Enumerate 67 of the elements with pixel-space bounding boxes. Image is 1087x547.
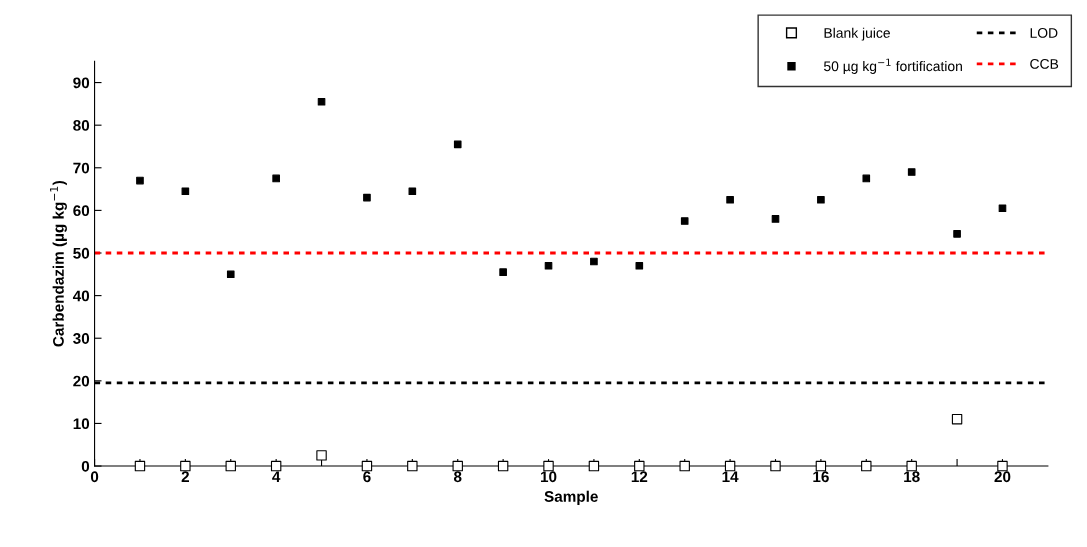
y-tick-label: 60 <box>73 205 90 217</box>
point <box>815 460 827 472</box>
y-tick-label: 50 <box>73 247 90 259</box>
point <box>361 460 373 472</box>
x-tick-label: 14 <box>722 471 739 482</box>
point <box>634 460 645 472</box>
x-tick-label: 6 <box>363 471 371 483</box>
legend-label: Blank juice <box>824 27 890 41</box>
point <box>997 460 1008 472</box>
point <box>497 460 509 472</box>
point <box>679 460 690 472</box>
legend-label: CCB <box>1030 59 1059 69</box>
point <box>407 460 418 472</box>
point <box>770 460 781 472</box>
point <box>680 217 689 225</box>
y-tick-label: 80 <box>73 120 90 131</box>
y-tick-label: 70 <box>73 162 90 174</box>
x-tick-label: 8 <box>453 471 462 483</box>
x-tick-label: 12 <box>631 471 648 482</box>
point <box>998 204 1007 213</box>
point <box>953 230 961 238</box>
y-tick-label: 40 <box>72 290 90 302</box>
legend-label: LOD <box>1030 28 1058 38</box>
x-tick-label: 20 <box>994 471 1011 483</box>
point <box>363 193 371 202</box>
point <box>452 460 463 472</box>
x-axis-title: Sample <box>544 490 598 505</box>
point <box>136 176 144 185</box>
x-tick-label: 0 <box>90 471 99 483</box>
x-tick-label: 10 <box>540 471 557 483</box>
point <box>499 268 507 276</box>
point <box>225 460 236 472</box>
point <box>180 460 191 472</box>
point <box>226 270 235 279</box>
point <box>861 460 872 472</box>
point <box>317 97 326 106</box>
point <box>270 460 282 472</box>
x-tick-label: 16 <box>813 471 829 483</box>
y-tick-label: 30 <box>73 333 90 344</box>
point <box>726 195 734 204</box>
point <box>862 174 871 183</box>
point <box>544 261 553 270</box>
point <box>590 257 598 266</box>
point <box>453 140 462 149</box>
point <box>316 450 327 461</box>
point <box>907 168 916 176</box>
y-tick-label: 90 <box>73 77 90 89</box>
point <box>272 174 280 183</box>
y-tick-label: 10 <box>73 418 90 430</box>
point <box>181 187 190 196</box>
point <box>635 261 644 270</box>
point <box>951 413 963 425</box>
x-tick-label: 4 <box>272 471 281 482</box>
point <box>408 187 417 196</box>
y-axis-title: Carbendazim (µg kg$^{−1}$) <box>50 181 67 347</box>
point <box>543 460 554 472</box>
point <box>817 195 825 204</box>
point <box>588 460 600 472</box>
x-tick-label: 2 <box>181 471 189 482</box>
point <box>134 460 146 472</box>
point <box>906 460 917 472</box>
x-tick-label: 18 <box>904 471 920 483</box>
point <box>724 460 736 472</box>
y-tick-label: 20 <box>73 375 90 387</box>
y-tick-label: 0 <box>81 460 90 472</box>
point <box>771 215 780 223</box>
legend-label: 50 µg kg$^{−1}$ fortification <box>823 58 962 74</box>
